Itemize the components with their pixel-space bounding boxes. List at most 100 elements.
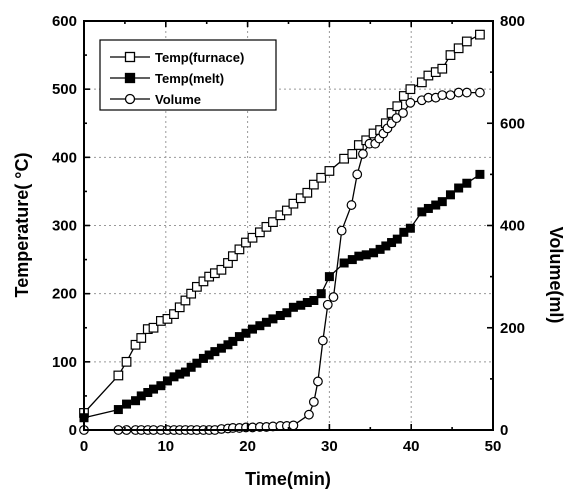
y2-axis-title: Volume(ml)	[546, 227, 566, 324]
x-tick-label: 50	[485, 438, 502, 455]
data-point-open-circle	[322, 299, 333, 310]
y-tick-label: 0	[69, 422, 77, 439]
data-point-filled-square	[316, 289, 326, 299]
data-point-filled-square	[156, 381, 166, 391]
data-point-open-square	[324, 166, 335, 176]
data-point-open-square	[405, 84, 416, 95]
data-point-open-circle	[288, 420, 299, 431]
legend-label: Temp(furnace)	[155, 50, 244, 65]
y-tick-label: 200	[52, 286, 77, 303]
data-point-open-circle	[391, 113, 402, 124]
data-point-filled-square	[248, 324, 258, 334]
data-point-open-square	[461, 36, 472, 47]
data-point-open-square	[121, 356, 132, 367]
data-point-open-square	[386, 108, 397, 118]
data-point-filled-square	[324, 272, 334, 282]
data-point-open-circle	[346, 200, 357, 210]
y-tick-label: 100	[52, 354, 77, 371]
data-point-filled-square	[423, 203, 433, 213]
data-point-open-circle	[453, 87, 464, 98]
y-tick-label: 400	[52, 149, 77, 166]
data-point-open-circle	[405, 97, 416, 108]
y-tick-label: 300	[52, 218, 77, 235]
data-point-open-square	[347, 149, 358, 159]
data-point-open-square	[234, 244, 245, 255]
data-point-open-square	[216, 264, 227, 275]
data-point-open-circle	[313, 376, 323, 387]
data-point-open-square	[437, 63, 448, 74]
y-axis-title: Temperature( °C)	[12, 153, 32, 298]
series-temp-melt	[79, 169, 485, 423]
data-point-filled-square	[192, 358, 202, 368]
x-tick-labels: 0 10 20 30 40 50	[80, 438, 502, 455]
legend-item-temp-melt: Temp(melt)	[110, 71, 224, 86]
legend-label: Volume	[155, 92, 201, 107]
legend-label: Temp(melt)	[155, 71, 224, 86]
data-point-filled-square	[445, 190, 455, 200]
y2-tick-label: 800	[500, 13, 525, 30]
data-point-open-square	[288, 198, 299, 209]
data-point-open-square	[180, 295, 191, 306]
left-tick-labels: 0 100 200 300 400 500 600	[52, 13, 77, 439]
data-point-open-square	[445, 50, 456, 60]
data-point-filled-square	[309, 295, 319, 305]
data-point-filled-square	[149, 384, 159, 394]
series-temp-furnace	[79, 29, 485, 418]
y2-tick-label: 0	[500, 422, 508, 439]
legend-item-volume: Volume	[110, 92, 201, 107]
data-point-open-square	[339, 153, 350, 164]
data-point-open-circle	[445, 90, 456, 101]
data-point-open-square	[223, 258, 233, 268]
data-point-filled-square	[268, 314, 278, 324]
x-tick-label: 40	[403, 438, 420, 455]
data-point-open-circle	[398, 108, 408, 118]
data-point-open-square	[174, 302, 185, 313]
x-tick-label: 0	[80, 438, 88, 455]
data-point-filled-square	[282, 308, 292, 318]
data-point-open-square	[268, 217, 278, 227]
data-point-filled-square	[131, 396, 141, 406]
data-point-filled-square	[462, 178, 472, 188]
data-point-open-square	[302, 187, 313, 198]
right-tick-labels: 0 200 400 600 800	[500, 13, 525, 439]
y-tick-label: 600	[52, 13, 77, 30]
legend-marker-open-square	[124, 51, 136, 63]
tick-marks	[83, 20, 494, 431]
data-point-filled-square	[339, 258, 349, 268]
series-volume	[79, 87, 485, 435]
data-point-filled-square	[392, 234, 402, 244]
data-point-open-square	[475, 29, 485, 40]
data-point-filled-square	[288, 302, 298, 312]
data-point-open-circle	[358, 149, 368, 159]
data-point-open-circle	[461, 87, 472, 98]
x-tick-label: 30	[321, 438, 338, 455]
y2-tick-label: 600	[500, 115, 525, 132]
data-point-open-square	[130, 339, 141, 350]
data-point-filled-square	[122, 399, 132, 409]
data-point-filled-square	[180, 367, 190, 377]
data-point-open-square	[254, 227, 265, 238]
data-point-filled-square	[113, 405, 123, 415]
data-point-open-circle	[352, 169, 363, 180]
grid-lines	[84, 21, 493, 430]
legend: Temp(furnace) Temp(melt) Volume	[99, 39, 277, 111]
data-point-open-square	[398, 91, 409, 101]
data-point-filled-square	[454, 183, 464, 193]
data-point-open-square	[169, 309, 179, 320]
data-point-open-square	[247, 232, 258, 243]
x-tick-label: 20	[239, 438, 256, 455]
data-point-open-square	[453, 43, 464, 54]
data-point-open-circle	[304, 409, 314, 420]
legend-marker-filled-square	[124, 72, 136, 84]
data-point-open-square	[113, 370, 124, 381]
data-point-open-square	[392, 101, 403, 112]
data-point-open-circle	[308, 396, 319, 407]
data-point-open-square	[191, 281, 202, 292]
data-point-open-circle	[336, 225, 347, 236]
data-point-open-circle	[328, 292, 339, 302]
data-point-open-square	[308, 179, 319, 190]
data-point-open-square	[281, 205, 292, 216]
data-point-filled-square	[228, 336, 238, 346]
series-line	[84, 91, 480, 431]
